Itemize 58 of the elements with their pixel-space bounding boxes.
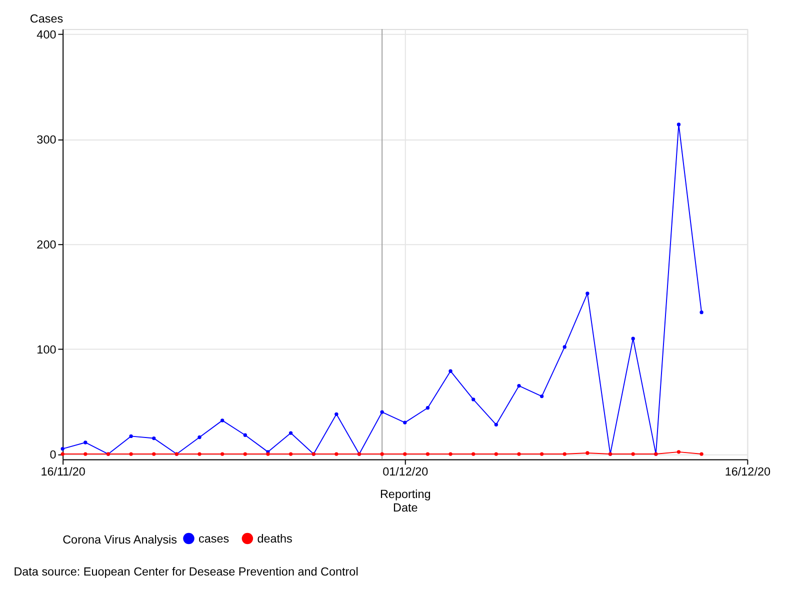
y-axis-title: Cases bbox=[30, 12, 64, 26]
point bbox=[472, 452, 476, 456]
point bbox=[631, 452, 635, 456]
point bbox=[152, 452, 156, 456]
point bbox=[220, 418, 224, 422]
point bbox=[426, 406, 430, 410]
point bbox=[334, 452, 338, 456]
x-tick-label: 01/12/20 bbox=[382, 465, 429, 478]
y-tick-label: 100 bbox=[36, 343, 57, 356]
point bbox=[403, 420, 407, 424]
point bbox=[562, 452, 566, 456]
point bbox=[540, 452, 544, 456]
point bbox=[517, 384, 521, 388]
point bbox=[198, 452, 202, 456]
point bbox=[380, 410, 384, 414]
x-tick-label: 16/11/20 bbox=[40, 465, 86, 478]
point bbox=[700, 452, 704, 456]
point bbox=[60, 452, 64, 456]
legend-label: deaths bbox=[257, 532, 293, 546]
y-tick-label: 0 bbox=[50, 448, 57, 462]
y-tick-label: 200 bbox=[36, 238, 57, 252]
legend-label: cases bbox=[198, 532, 230, 546]
point bbox=[586, 451, 590, 455]
point bbox=[700, 310, 704, 314]
y-tick-label: 300 bbox=[36, 134, 57, 147]
point bbox=[562, 345, 566, 349]
x-axis-title: Reporting Date bbox=[380, 488, 431, 515]
y-tick-label: 400 bbox=[36, 28, 57, 42]
point bbox=[448, 369, 452, 373]
point bbox=[243, 433, 247, 437]
point bbox=[426, 452, 430, 456]
point bbox=[334, 412, 338, 416]
point bbox=[403, 452, 407, 456]
point bbox=[220, 452, 224, 456]
source-note: Data source: Euopean Center for Desease Prevention and Control bbox=[14, 566, 358, 579]
point bbox=[288, 431, 293, 435]
point bbox=[517, 452, 521, 456]
point bbox=[676, 122, 681, 126]
point bbox=[448, 452, 452, 456]
point bbox=[494, 422, 498, 426]
point bbox=[494, 452, 498, 456]
point bbox=[472, 398, 476, 402]
point bbox=[288, 452, 293, 456]
point bbox=[243, 452, 247, 456]
point bbox=[152, 436, 156, 440]
point bbox=[84, 440, 88, 444]
point bbox=[631, 336, 635, 340]
point bbox=[676, 450, 681, 454]
x-tick-label: 16/12/20 bbox=[724, 465, 771, 478]
point bbox=[540, 394, 544, 398]
point bbox=[129, 434, 133, 438]
point bbox=[380, 452, 384, 456]
legend-title: Corona Virus Analysis bbox=[62, 533, 178, 546]
point bbox=[586, 292, 590, 296]
point bbox=[198, 435, 202, 440]
point bbox=[84, 452, 88, 456]
point bbox=[60, 446, 64, 451]
point bbox=[129, 452, 133, 456]
